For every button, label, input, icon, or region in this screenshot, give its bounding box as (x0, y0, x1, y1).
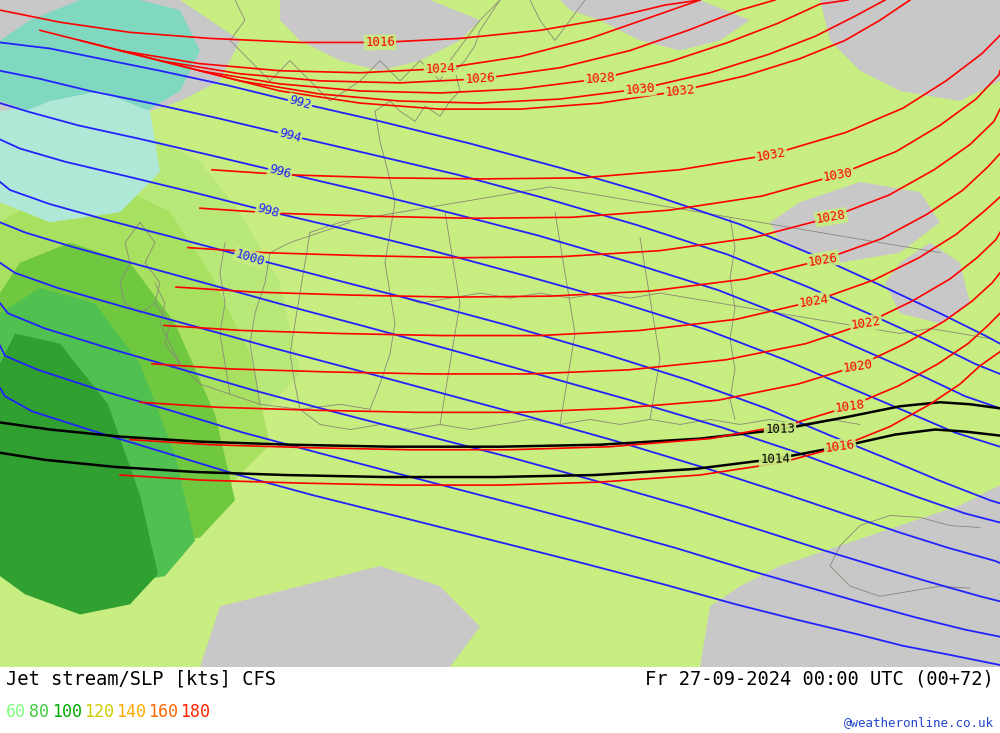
Text: 1000: 1000 (234, 247, 266, 268)
Text: 992: 992 (287, 94, 313, 112)
Text: 1016: 1016 (365, 36, 395, 49)
Text: 1013: 1013 (765, 423, 795, 436)
Polygon shape (820, 0, 1000, 101)
Polygon shape (885, 243, 970, 323)
Text: 1026: 1026 (465, 72, 495, 86)
Text: 120: 120 (84, 703, 114, 721)
Text: Fr 27-09-2024 00:00 UTC (00+72): Fr 27-09-2024 00:00 UTC (00+72) (645, 669, 994, 688)
Text: 80: 80 (29, 703, 49, 721)
Text: 1024: 1024 (798, 292, 830, 310)
Text: 1032: 1032 (755, 146, 787, 163)
Polygon shape (0, 334, 158, 614)
Polygon shape (280, 0, 480, 71)
Text: 1018: 1018 (834, 398, 866, 415)
Polygon shape (560, 0, 750, 51)
Text: 1028: 1028 (815, 208, 847, 226)
Polygon shape (0, 0, 200, 121)
Text: 60: 60 (6, 703, 26, 721)
Polygon shape (0, 91, 160, 222)
Polygon shape (700, 485, 1000, 667)
Text: 1020: 1020 (842, 357, 874, 375)
Text: @weatheronline.co.uk: @weatheronline.co.uk (844, 716, 994, 729)
Polygon shape (0, 0, 240, 202)
Text: 996: 996 (267, 163, 293, 181)
Polygon shape (0, 101, 240, 344)
Text: 1030: 1030 (822, 166, 854, 184)
Text: 180: 180 (180, 703, 210, 721)
Polygon shape (0, 121, 300, 424)
Polygon shape (0, 243, 235, 548)
Text: Jet stream/SLP [kts] CFS: Jet stream/SLP [kts] CFS (6, 669, 276, 688)
Text: 100: 100 (52, 703, 82, 721)
Text: 1014: 1014 (760, 452, 790, 465)
Text: 140: 140 (116, 703, 146, 721)
Text: 1026: 1026 (807, 251, 839, 268)
Text: 1028: 1028 (585, 71, 615, 86)
Text: 1024: 1024 (425, 62, 455, 76)
Text: 1032: 1032 (664, 83, 696, 99)
Text: 994: 994 (277, 126, 303, 145)
Text: 998: 998 (255, 202, 281, 221)
Polygon shape (0, 288, 195, 586)
Text: 1030: 1030 (625, 81, 655, 97)
Polygon shape (200, 566, 480, 667)
Text: 160: 160 (148, 703, 178, 721)
Polygon shape (770, 182, 940, 262)
Polygon shape (0, 182, 270, 496)
Text: 1016: 1016 (824, 438, 856, 455)
Text: 1022: 1022 (850, 314, 882, 332)
